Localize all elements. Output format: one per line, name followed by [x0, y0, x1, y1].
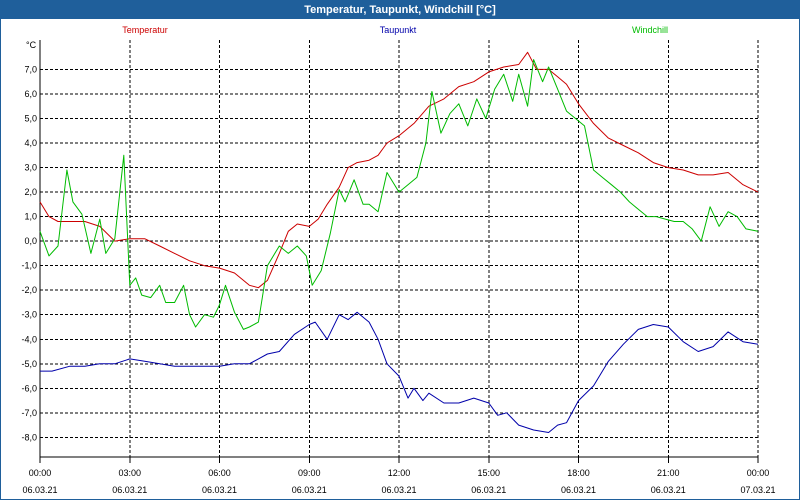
y-tick-label: 2,0	[24, 187, 37, 197]
y-tick-label: 1,0	[24, 212, 37, 222]
x-tick-label-date: 06.03.21	[292, 485, 327, 495]
x-tick-label-date: 06.03.21	[22, 485, 57, 495]
legend-windchill: Windchill	[632, 25, 668, 35]
x-tick-label-time: 00:00	[747, 468, 770, 478]
x-tick-label-date: 06.03.21	[112, 485, 147, 495]
x-tick-label-date: 06.03.21	[202, 485, 237, 495]
series-temperatur-line	[39, 51, 759, 289]
y-tick-label: -8,0	[21, 432, 37, 442]
y-tick-label: -7,0	[21, 408, 37, 418]
y-tick-label: 4,0	[24, 138, 37, 148]
window-title: Temperatur, Taupunkt, Windchill [°C]	[1, 1, 799, 19]
y-tick-label: -1,0	[21, 261, 37, 271]
series-windchill-line	[39, 59, 759, 330]
x-tick-label-date: 06.03.21	[471, 485, 506, 495]
y-tick-label: 7,0	[24, 64, 37, 74]
chart-axes: -8,0 -7,0 -6,0 -5,0 -4,0 -3,0 -2,0 -1,0 0,0 1,0 2,…	[21, 40, 776, 495]
x-tick-label-time: 09:00	[298, 468, 321, 478]
legend-temperatur: Temperatur	[122, 25, 168, 35]
y-tick-label: 3,0	[24, 163, 37, 173]
x-tick-label-time: 00:00	[29, 468, 52, 478]
x-tick-label-time: 03:00	[118, 468, 141, 478]
x-tick-label-date: 06.03.21	[561, 485, 596, 495]
y-tick-label: -5,0	[21, 359, 37, 369]
x-tick-label-date: 06.03.21	[651, 485, 686, 495]
y-tick-label: -3,0	[21, 310, 37, 320]
legend-taupunkt: Taupunkt	[380, 25, 417, 35]
y-axis-unit-label: °C	[26, 40, 37, 50]
y-tick-label: 5,0	[24, 113, 37, 123]
x-tick-label-date: 06.03.21	[381, 485, 416, 495]
x-tick-label-time: 15:00	[477, 468, 500, 478]
x-tick-label-time: 12:00	[388, 468, 411, 478]
x-tick-label-date: 07.03.21	[740, 485, 775, 495]
y-tick-label: -6,0	[21, 383, 37, 393]
y-tick-label: -2,0	[21, 285, 37, 295]
y-tick-label: -4,0	[21, 334, 37, 344]
series-taupunkt-line	[40, 311, 759, 433]
y-tick-label: 0,0	[24, 236, 37, 246]
x-tick-label-time: 18:00	[567, 468, 590, 478]
x-tick-label-time: 21:00	[657, 468, 680, 478]
chart-series	[39, 51, 759, 433]
chart-grid	[39, 40, 759, 457]
y-tick-label: 6,0	[24, 89, 37, 99]
x-tick-label-time: 06:00	[208, 468, 231, 478]
